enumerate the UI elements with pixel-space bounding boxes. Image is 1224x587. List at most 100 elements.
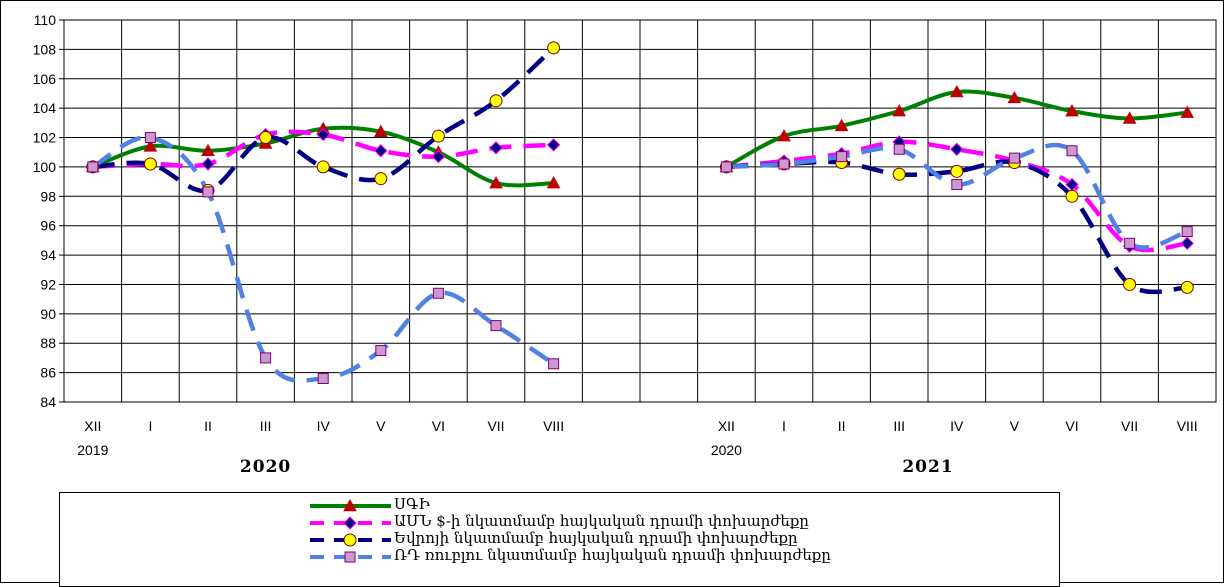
diamond-marker xyxy=(316,127,330,142)
circle-marker xyxy=(143,157,157,171)
plot-area-border xyxy=(63,19,1217,403)
circle-marker xyxy=(1180,280,1194,294)
square-marker xyxy=(87,161,99,173)
x-tick-label: V xyxy=(1010,418,1020,434)
y-tick-label: 102 xyxy=(33,130,57,146)
y-tick-label: 86 xyxy=(40,365,56,381)
triangle-marker xyxy=(1180,105,1195,118)
legend-swatch xyxy=(310,498,391,512)
diamond-marker xyxy=(1180,236,1194,251)
x-tick-label: VII xyxy=(487,418,504,434)
x-tick-label: III xyxy=(893,418,905,434)
x-tick-label: VI xyxy=(432,418,445,434)
diamond-marker xyxy=(950,142,964,156)
circle-marker xyxy=(892,167,906,181)
x-tick-label: VIII xyxy=(543,418,564,434)
y-tick-label: 92 xyxy=(40,276,56,292)
legend-label: ԱՄՆ $-ի նկատմամբ հայկական դրամի փոխարժեք… xyxy=(394,512,809,530)
triangle-marker xyxy=(201,143,215,157)
period-label: 2020 xyxy=(240,457,291,477)
triangle-marker xyxy=(777,129,791,142)
square-marker xyxy=(1008,152,1020,164)
square-marker xyxy=(778,158,790,170)
square-marker xyxy=(720,161,732,173)
legend-swatch xyxy=(310,551,391,563)
y-tick-label: 98 xyxy=(40,188,56,204)
triangle-marker xyxy=(546,176,561,189)
circle-marker xyxy=(1123,277,1137,291)
triangle-marker xyxy=(1122,111,1137,124)
square-marker xyxy=(548,358,560,370)
x-tick-label: V xyxy=(376,418,386,434)
legend: ՍԳԻ ԱՄՆ $-ի նկատմամբ հայկական դրամի փոխար… xyxy=(59,492,1060,587)
y-tick-label: 108 xyxy=(33,41,57,57)
series-line xyxy=(92,46,556,194)
x-tick-label: I xyxy=(782,418,786,434)
legend-label: ՍԳԻ xyxy=(394,495,430,513)
legend-label: ՌԴ ռուբլու նկատմամբ հայկական դրամի փոխար… xyxy=(394,546,831,564)
y-tick-label: 96 xyxy=(40,218,56,234)
triangle-marker xyxy=(892,104,907,117)
y-tick-label: 94 xyxy=(40,247,56,263)
circle-marker xyxy=(343,533,357,547)
square-marker xyxy=(1124,237,1136,249)
triangle-marker xyxy=(343,498,357,512)
y-tick-label: 84 xyxy=(40,394,56,410)
x-tick-label: VIII xyxy=(1177,418,1198,434)
y-tick-label: 88 xyxy=(40,335,56,351)
legend-swatch xyxy=(310,533,391,547)
circle-marker xyxy=(547,41,561,55)
y-tick-label: 90 xyxy=(40,306,56,322)
y-tick-label: 100 xyxy=(33,159,57,175)
series-line xyxy=(91,135,555,383)
x-axis-ticks: XII I II III IV V VI VII VIII XII I II III IV V VI VII VI… xyxy=(77,418,1197,477)
diamond-marker xyxy=(201,157,215,171)
triangle-marker xyxy=(949,84,964,98)
triangle-marker xyxy=(373,124,388,137)
diamond-marker xyxy=(546,138,561,152)
y-tick-label: 106 xyxy=(33,71,57,87)
legend-label: Եվրոյի նկատմամբ հայկական դրամի փոխարժեքը xyxy=(394,529,798,547)
triangle-marker xyxy=(143,139,158,152)
circle-marker xyxy=(950,164,964,178)
series-layer xyxy=(85,41,1195,384)
square-marker xyxy=(490,320,502,332)
square-marker xyxy=(432,287,444,299)
series-4 xyxy=(91,135,1188,383)
square-marker xyxy=(1181,226,1193,238)
x-tick-label: XII xyxy=(84,418,101,434)
x-tick-label: IV xyxy=(950,418,964,434)
triangle-marker xyxy=(489,176,503,189)
triangle-marker xyxy=(1007,90,1022,104)
legend-item: Եվրոյի նկատմամբ հայկական դրամի փոխարժեքը xyxy=(60,529,1059,549)
grid-lines xyxy=(64,19,1216,403)
y-tick-label: 110 xyxy=(34,12,57,28)
x-tick-label: I xyxy=(148,418,152,434)
period-label: 2021 xyxy=(902,457,953,477)
circle-marker xyxy=(259,131,273,145)
series-line xyxy=(726,142,1188,250)
square-marker xyxy=(893,143,905,155)
circle-marker xyxy=(1065,189,1079,203)
x-tick-label: II xyxy=(204,418,212,434)
x-tick-label: III xyxy=(260,418,272,434)
x-sub-label: 2019 xyxy=(77,442,108,458)
circle-marker xyxy=(374,172,388,186)
series-line xyxy=(726,139,1188,253)
legend-item: ՍԳԻ xyxy=(60,495,1059,515)
diamond-marker xyxy=(489,141,503,155)
x-tick-label: VI xyxy=(1065,418,1078,434)
diamond-marker xyxy=(431,149,446,164)
square-marker xyxy=(836,151,848,163)
square-marker xyxy=(202,186,214,198)
diamond-marker xyxy=(343,516,357,530)
circle-marker xyxy=(489,94,503,108)
y-tick-label: 104 xyxy=(33,100,57,116)
square-marker xyxy=(375,345,387,357)
square-marker xyxy=(1066,145,1078,157)
legend-item: ՌԴ ռուբլու նկատմամբ հայկական դրամի փոխար… xyxy=(60,546,1059,566)
triangle-marker xyxy=(834,118,849,132)
x-tick-label: IV xyxy=(317,418,331,434)
x-tick-label: VII xyxy=(1121,418,1138,434)
triangle-marker xyxy=(1065,104,1079,117)
